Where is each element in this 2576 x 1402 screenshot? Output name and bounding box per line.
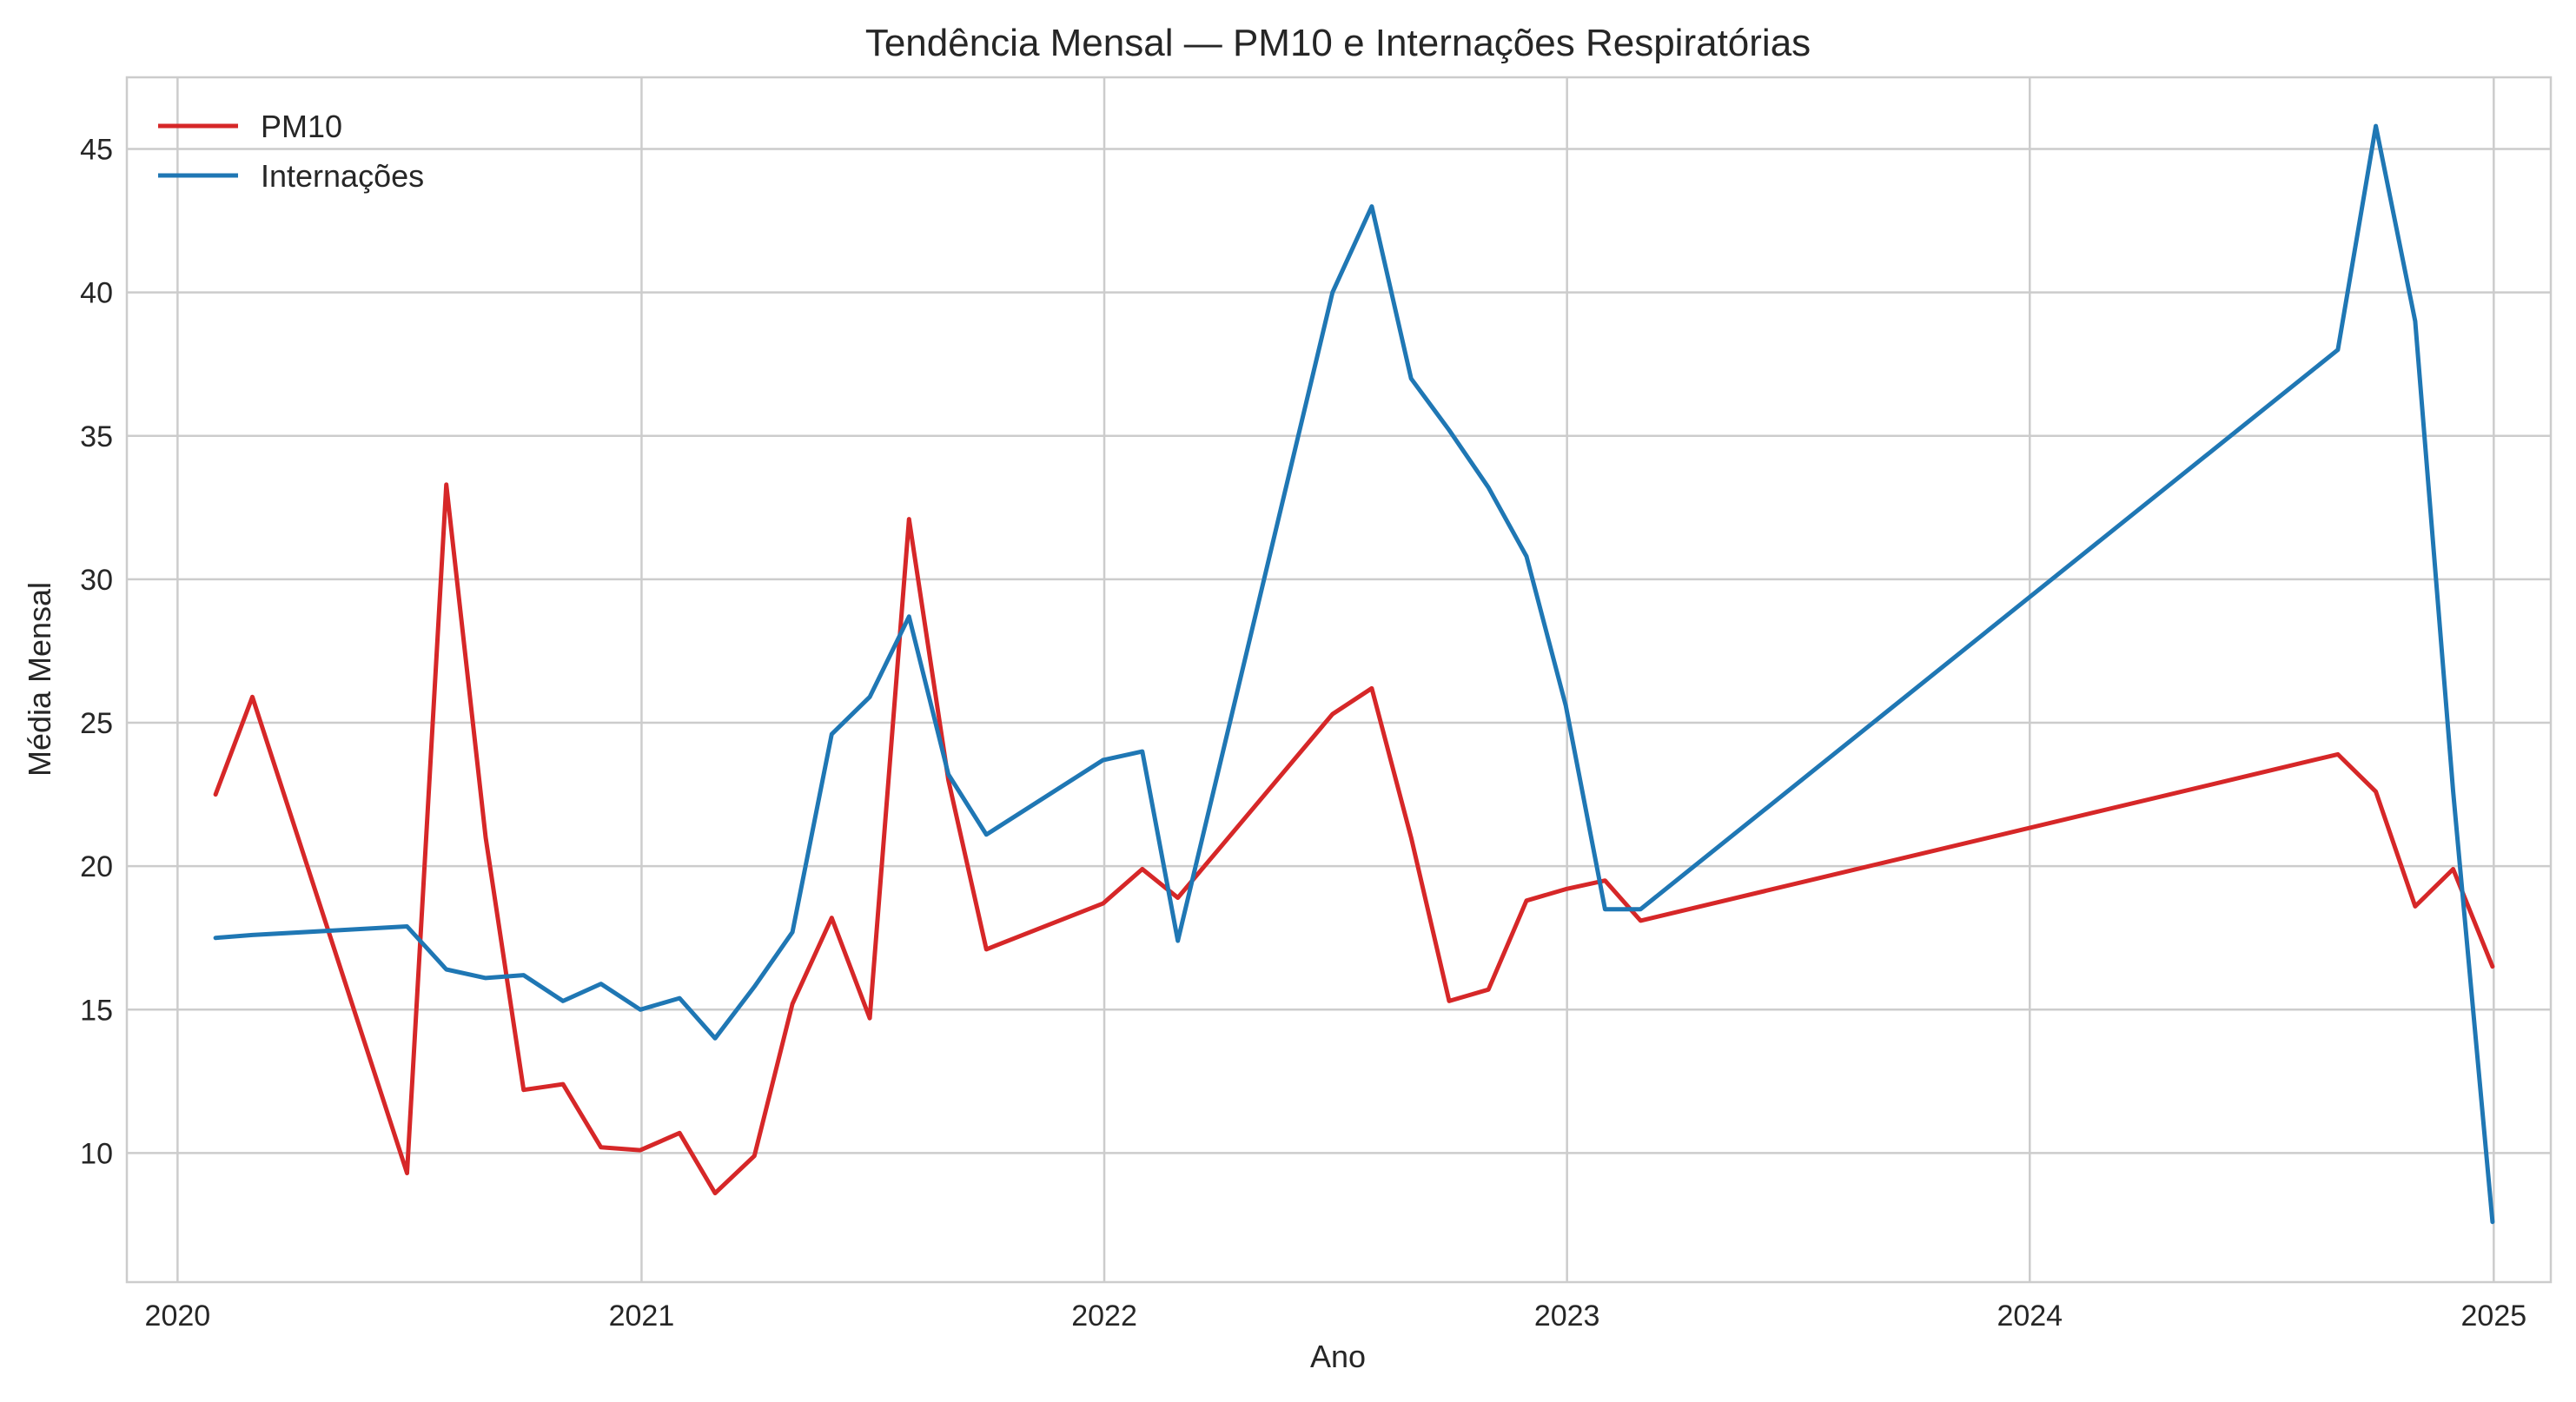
legend-label-internacoes: Internações	[261, 158, 424, 194]
x-axis-label: Ano	[1310, 1339, 1366, 1374]
y-tick-label: 10	[80, 1137, 113, 1170]
y-tick-label: 15	[80, 994, 113, 1027]
x-tick-label: 2022	[1071, 1299, 1137, 1333]
series-line-pm10	[213, 482, 2495, 1196]
series-line-internacoes	[213, 123, 2495, 1225]
x-tick-label: 2021	[609, 1299, 675, 1333]
y-tick-label: 20	[80, 850, 113, 883]
y-tick-label: 45	[80, 134, 113, 167]
plot-frame	[125, 76, 2553, 1284]
x-tick-label: 2023	[1534, 1299, 1600, 1333]
y-tick-label: 30	[80, 564, 113, 597]
x-tick-label: 2025	[2461, 1299, 2527, 1333]
grid	[127, 77, 2551, 1282]
y-tick-label: 35	[80, 420, 113, 453]
legend: PM10 Internações	[158, 109, 424, 194]
x-tick-label: 2020	[145, 1299, 211, 1333]
x-axis-ticks: 2020 2021 2022 2023 2024 2025	[145, 1299, 2527, 1333]
y-axis-ticks: 10 15 20 25 30 35 40 45	[80, 134, 113, 1171]
y-axis-label: Média Mensal	[22, 582, 57, 777]
y-tick-label: 25	[80, 707, 113, 740]
chart-title: Tendência Mensal — PM10 e Internações Re…	[865, 22, 1811, 64]
series-layer	[213, 123, 2495, 1225]
x-tick-label: 2024	[1997, 1299, 2063, 1333]
legend-label-pm10: PM10	[261, 109, 342, 144]
y-tick-label: 40	[80, 277, 113, 310]
